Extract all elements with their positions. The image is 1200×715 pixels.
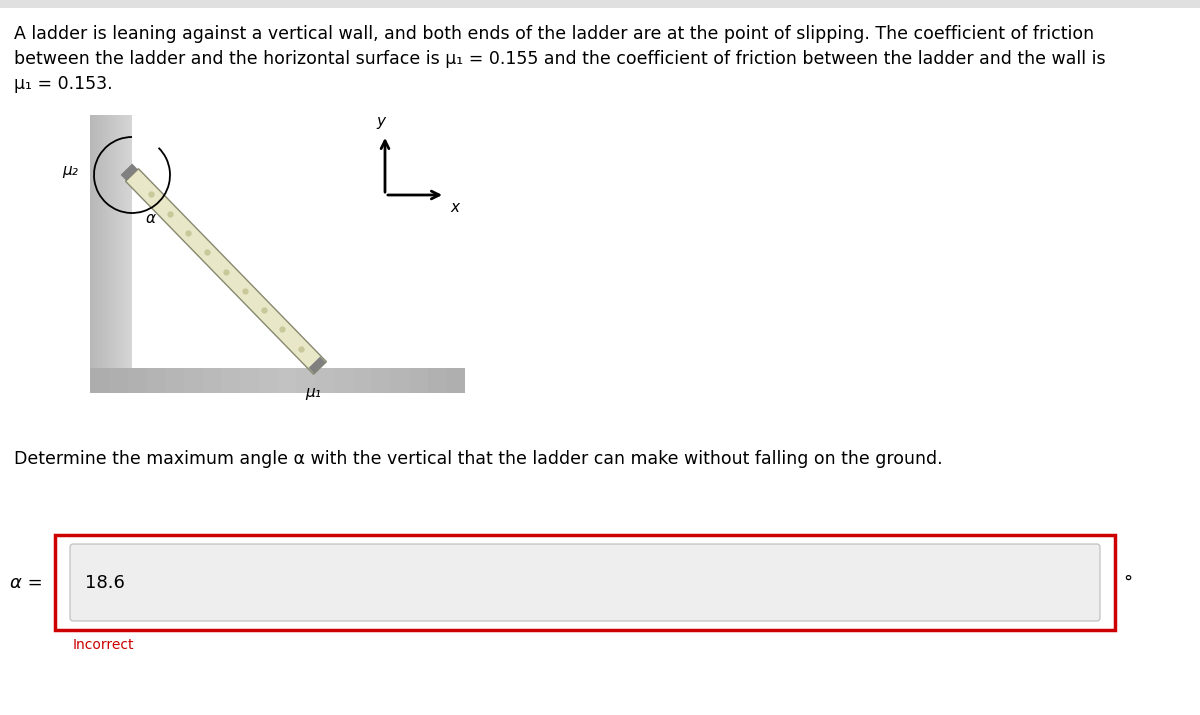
Text: y: y <box>377 114 385 129</box>
Bar <box>109 368 127 393</box>
Bar <box>146 368 166 393</box>
Bar <box>103 115 104 390</box>
Bar <box>113 115 115 390</box>
Bar <box>121 115 124 390</box>
Bar <box>203 368 221 393</box>
Bar <box>0 0 1200 8</box>
Text: between the ladder and the horizontal surface is μ₁ = 0.155 and the coefficient : between the ladder and the horizontal su… <box>14 50 1105 68</box>
Bar <box>90 115 92 390</box>
Bar <box>90 368 109 393</box>
Bar <box>446 368 466 393</box>
Text: Incorrect: Incorrect <box>73 638 134 652</box>
Text: A ladder is leaning against a vertical wall, and both ends of the ladder are at : A ladder is leaning against a vertical w… <box>14 25 1094 43</box>
Bar <box>96 115 98 390</box>
Text: 18.6: 18.6 <box>85 573 125 591</box>
Text: α: α <box>146 211 156 226</box>
Bar <box>314 368 334 393</box>
Bar <box>353 368 371 393</box>
Bar <box>277 368 296 393</box>
Bar <box>127 368 146 393</box>
Bar <box>409 368 427 393</box>
Text: °: ° <box>1123 573 1132 591</box>
Bar <box>130 115 132 390</box>
Polygon shape <box>120 164 138 181</box>
Bar <box>104 115 107 390</box>
Bar <box>259 368 277 393</box>
Bar <box>118 115 120 390</box>
Bar <box>120 115 121 390</box>
Bar <box>184 368 203 393</box>
Bar <box>101 115 103 390</box>
Text: μ₁ = 0.153.: μ₁ = 0.153. <box>14 75 113 93</box>
Text: Determine the maximum angle α with the vertical that the ladder can make without: Determine the maximum angle α with the v… <box>14 450 943 468</box>
Bar <box>109 115 112 390</box>
Bar <box>132 115 466 368</box>
Bar <box>98 115 101 390</box>
Bar <box>128 115 130 390</box>
Bar <box>221 368 240 393</box>
Bar <box>92 115 94 390</box>
Bar <box>166 368 184 393</box>
Polygon shape <box>126 169 326 374</box>
Polygon shape <box>308 357 326 374</box>
Bar <box>296 368 314 393</box>
Bar <box>115 115 118 390</box>
Bar <box>240 368 259 393</box>
Bar <box>107 115 109 390</box>
Text: μ₁: μ₁ <box>305 385 320 400</box>
Bar <box>112 115 113 390</box>
FancyBboxPatch shape <box>70 544 1100 621</box>
Text: x: x <box>450 200 458 215</box>
Bar <box>55 535 1115 630</box>
Bar <box>427 368 446 393</box>
Bar <box>334 368 353 393</box>
Text: μ₂: μ₂ <box>62 163 78 178</box>
Text: α =: α = <box>10 573 43 591</box>
Bar <box>124 115 126 390</box>
Bar <box>390 368 409 393</box>
Bar <box>95 115 96 390</box>
Bar <box>126 115 128 390</box>
Bar <box>371 368 390 393</box>
